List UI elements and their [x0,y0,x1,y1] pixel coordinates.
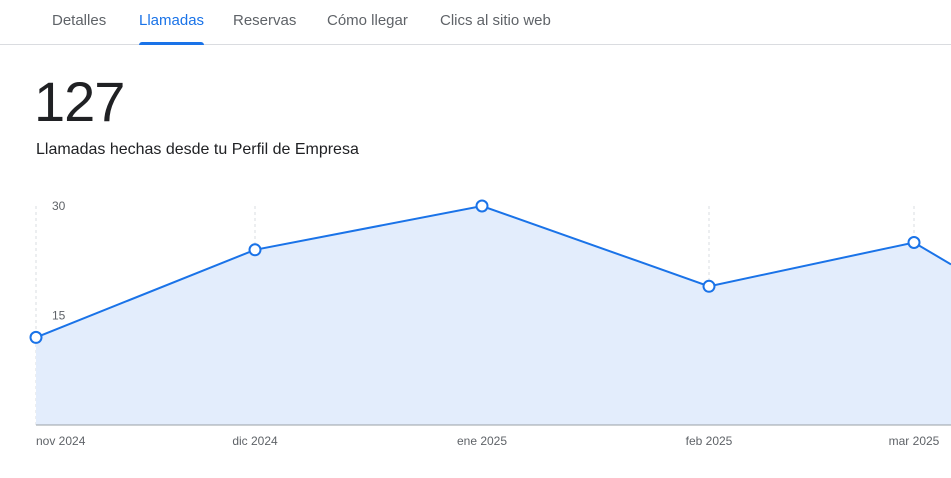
tab-llamadas[interactable]: Llamadas [139,0,205,45]
y-tick-label-15: 15 [52,309,66,323]
tab-clics-sitio-web[interactable]: Clics al sitio web [440,12,551,29]
tab-bar: Detalles Llamadas Reservas Cómo llegar C… [0,0,951,45]
data-point-3 [702,279,716,293]
tab-reservas[interactable]: Reservas [233,12,297,29]
tab-detalles[interactable]: Detalles [52,12,107,29]
data-point-1 [248,243,262,257]
x-tick-label-1: dic 2024 [232,434,278,448]
series-line [35,204,951,339]
x-tick-label-4: mar 2025 [889,434,940,448]
tab-como-llegar[interactable]: Cómo llegar [327,12,408,29]
data-point-2 [475,199,489,213]
data-point-4 [907,236,921,249]
x-tick-label-0: nov 2024 [36,434,86,448]
total-calls-description: Llamadas hechas desde tu Perfil de Empre… [36,141,359,158]
x-tick-label-3: feb 2025 [686,434,733,448]
x-tick-label-2: ene 2025 [457,434,507,448]
area-fill [36,206,951,425]
total-calls-value: 127 [34,70,125,133]
data-point-0 [29,330,43,344]
y-tick-label-30: 30 [52,199,66,213]
